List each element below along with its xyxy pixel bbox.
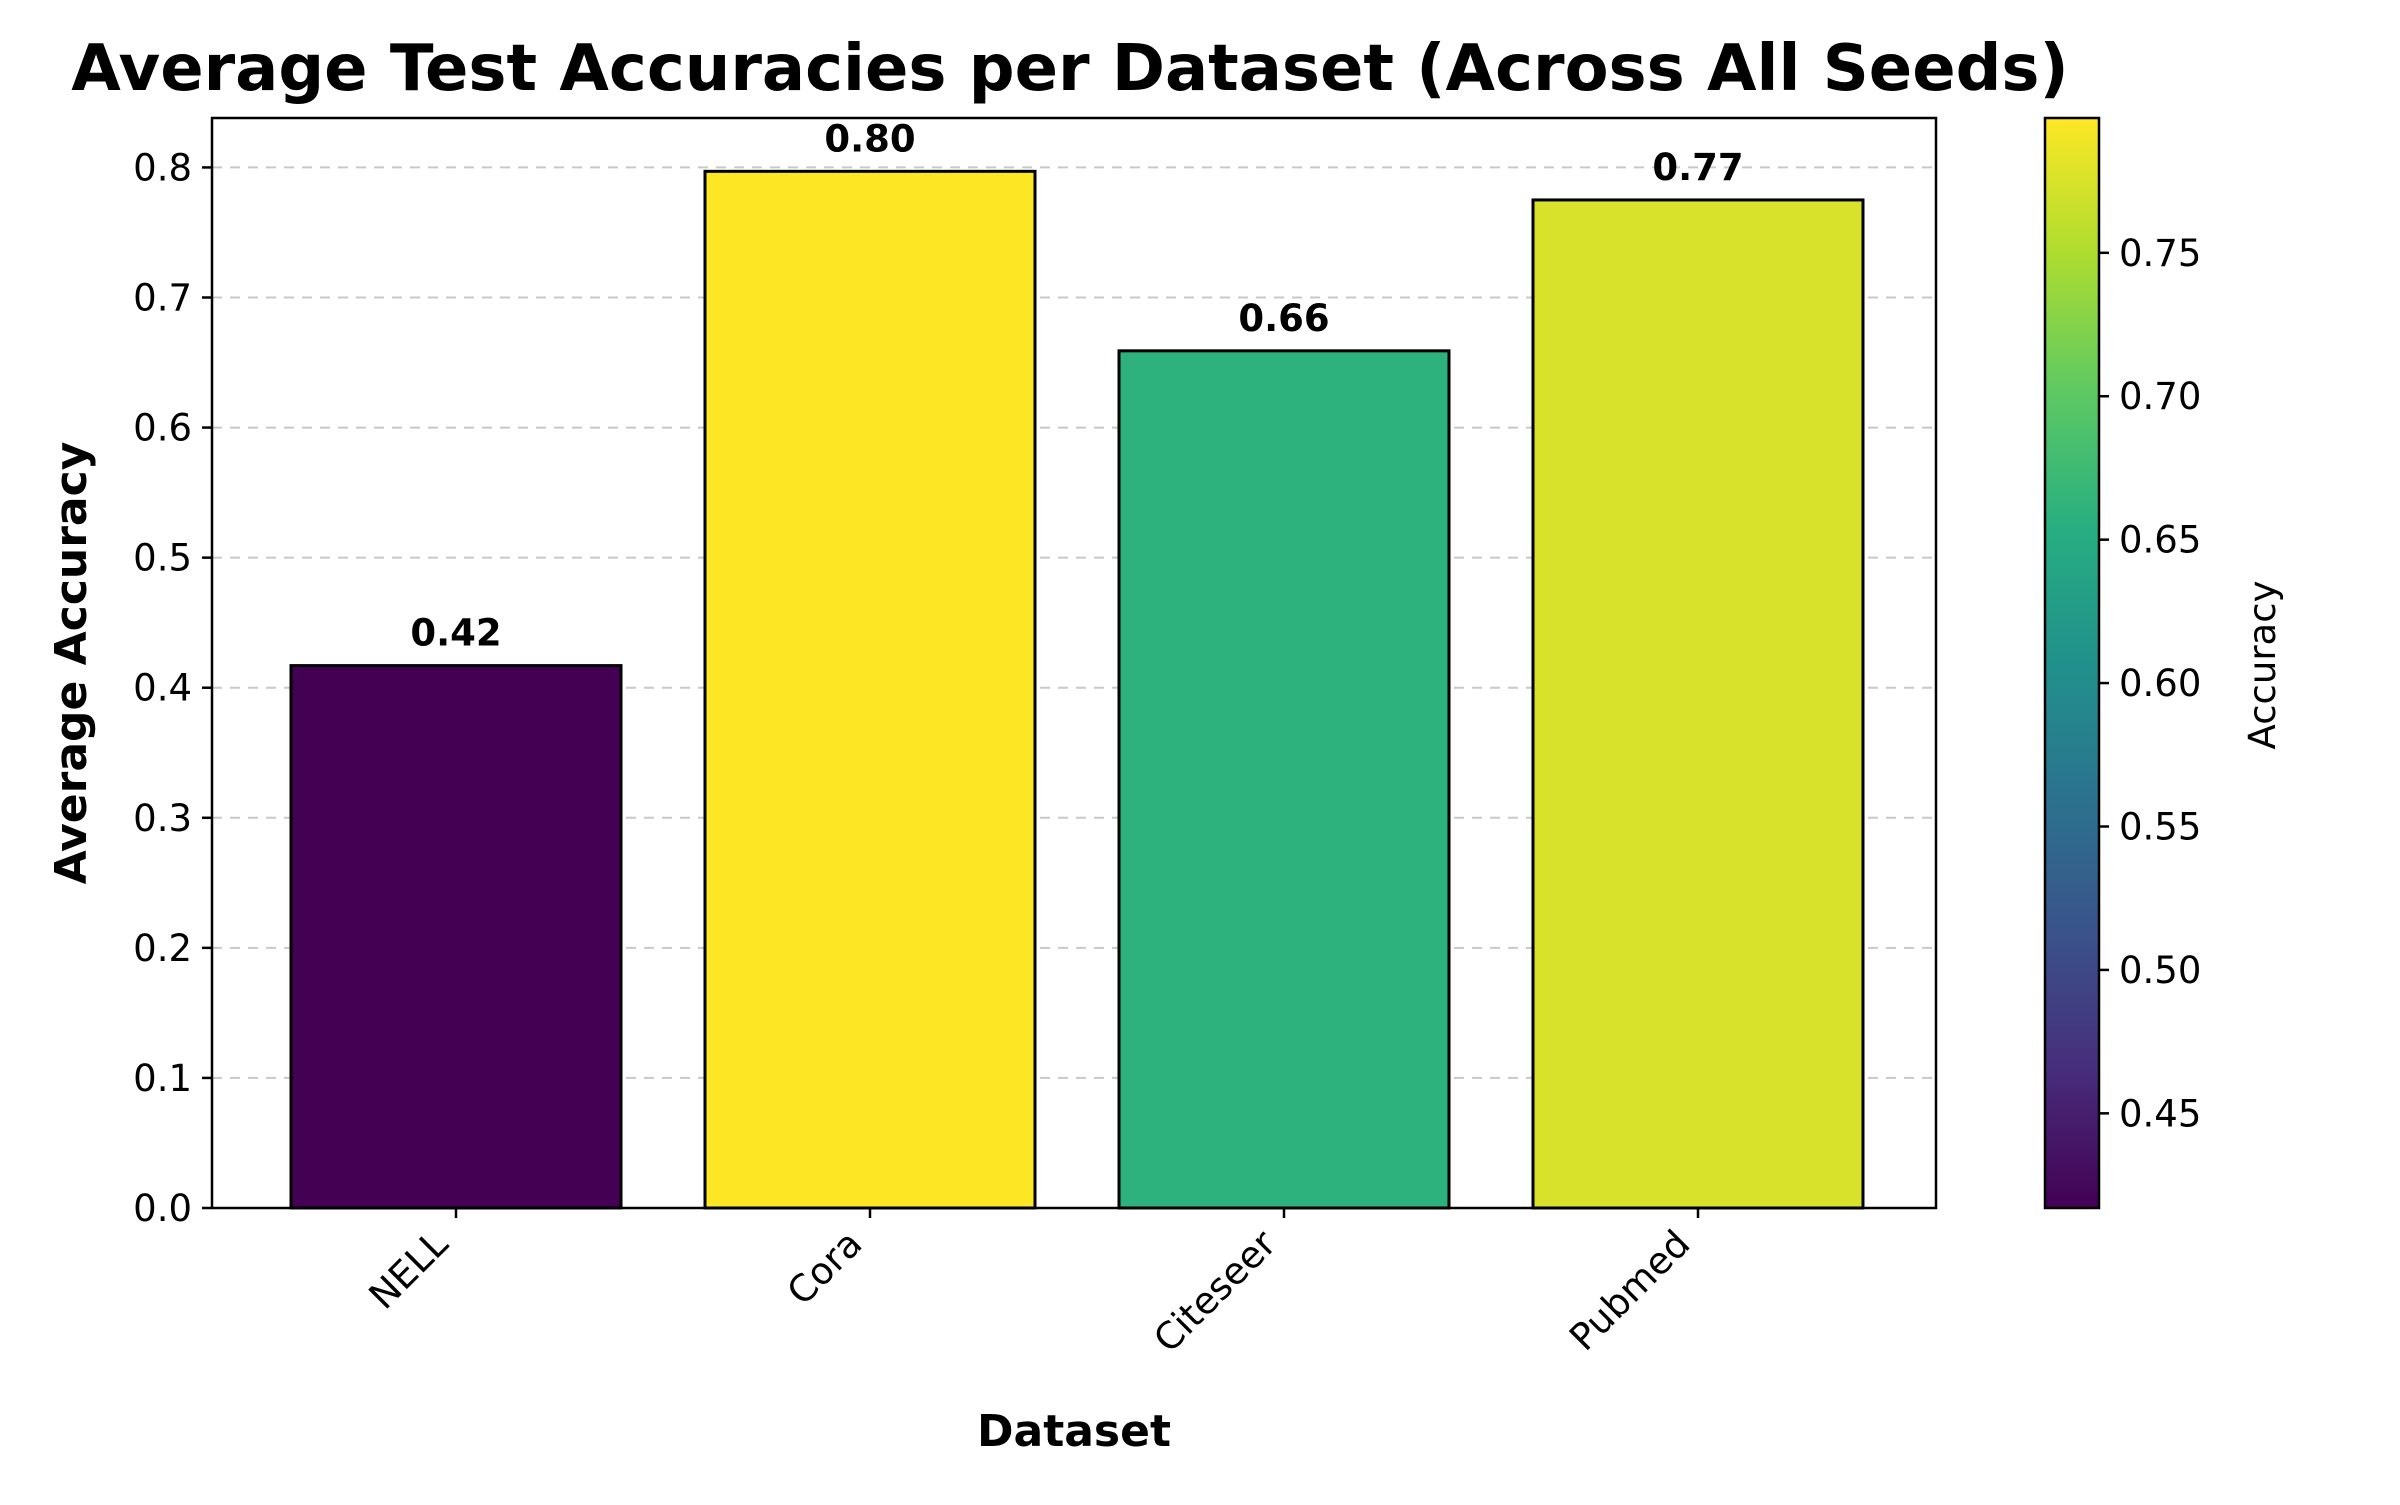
bar-value-label: 0.42 (410, 612, 501, 655)
colorbar-tick-label: 0.65 (2119, 519, 2201, 562)
x-tick-label: Pubmed (1561, 1222, 1698, 1359)
y-axis-title: Average Accuracy (46, 442, 97, 885)
bar-pubmed (1531, 198, 1865, 1210)
y-tick-label: 0.0 (133, 1187, 192, 1230)
chart-title: Average Test Accuracies per Dataset (Acr… (71, 32, 2069, 106)
bar-value-label: 0.66 (1238, 297, 1329, 340)
y-tick-label: 0.2 (133, 927, 192, 970)
colorbar-tick-label: 0.60 (2119, 662, 2201, 705)
bar-cora (703, 169, 1037, 1210)
y-tick-label: 0.6 (133, 407, 192, 450)
bar-value-labels: 0.42 0.80 0.66 0.77 (410, 117, 1743, 654)
y-tick-label: 0.3 (133, 797, 192, 840)
colorbar-tick-label: 0.70 (2119, 375, 2201, 418)
y-tick-label: 0.1 (133, 1057, 192, 1100)
colorbar-title: Accuracy (2241, 581, 2284, 750)
colorbar-tick-label: 0.50 (2119, 949, 2201, 992)
plot-frame (210, 116, 1938, 1210)
colorbar-tick-label: 0.45 (2119, 1092, 2201, 1135)
colorbar-gradient (2043, 116, 2101, 1210)
bar-value-label: 0.80 (824, 117, 915, 160)
x-axis-title: Dataset (977, 1406, 1171, 1457)
bars (289, 169, 1865, 1210)
colorbar-tick-label: 0.55 (2119, 806, 2201, 849)
bar-nell (289, 664, 623, 1210)
x-tick-label: Citeseer (1145, 1221, 1284, 1360)
y-tick-label: 0.5 (133, 537, 192, 580)
x-axis: NELL Cora Citeseer Pubmed (361, 1208, 1700, 1361)
x-tick-label: NELL (361, 1222, 457, 1318)
colorbar: Accuracy 0.45 0.50 0.55 0.60 0.65 0.70 0.75 (2043, 116, 2284, 1210)
y-tick-label: 0.4 (133, 667, 192, 710)
y-tick-label: 0.7 (133, 276, 192, 319)
x-tick-label: Cora (779, 1222, 870, 1313)
y-tick-label: 0.8 (133, 146, 192, 189)
bar-citeseer (1117, 349, 1451, 1210)
bar-value-label: 0.77 (1652, 146, 1743, 189)
colorbar-tick-label: 0.75 (2119, 232, 2201, 275)
y-axis: 0.0 0.1 0.2 0.3 0.4 0.5 0.6 0.7 0.8 (133, 146, 212, 1230)
